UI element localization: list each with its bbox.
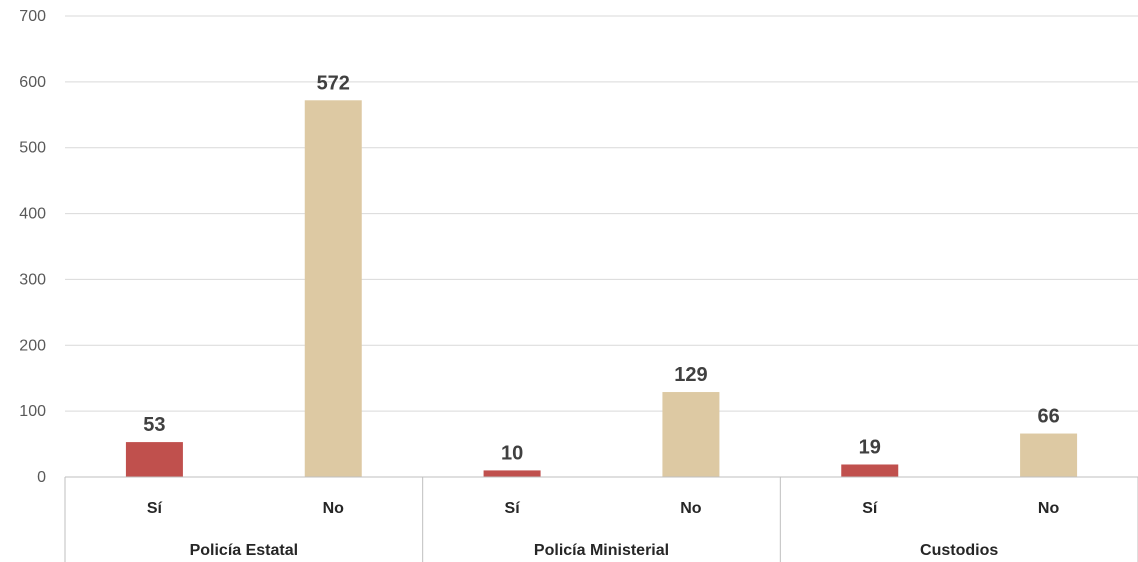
data-label: 129 [674,364,707,386]
x-subcategory-label: No [1038,500,1060,517]
y-tick-label: 300 [19,271,46,288]
bars [125,100,1078,477]
x-axis: Sí No Policía Estatal Sí No Policía Ministeri… [64,476,1138,562]
y-tick-label: 100 [19,403,46,420]
data-label: 572 [317,72,350,94]
x-group-label: Policía Estatal [190,542,299,559]
bar [125,442,183,477]
bar [304,100,362,477]
x-group-label: Policía Ministerial [534,542,669,559]
y-tick-label: 400 [19,206,46,223]
x-subcategory-label: Sí [505,500,521,517]
data-label: 66 [1037,406,1059,428]
x-group-label: Custodios [920,542,998,559]
bar [841,464,899,477]
data-label: 53 [143,414,165,436]
y-tick-label: 500 [19,140,46,157]
x-subcategory-label: Sí [147,500,163,517]
y-tick-label: 200 [19,337,46,354]
x-subcategory-label: No [680,500,702,517]
y-axis-ticks: 0 100 200 300 400 500 600 700 [19,8,46,486]
y-tick-label: 700 [19,8,46,25]
bar [483,470,541,477]
data-label: 19 [859,436,881,458]
gridlines [65,15,1138,478]
y-tick-label: 0 [37,469,46,486]
data-labels: 53 572 10 129 19 66 [143,72,1059,464]
y-tick-label: 600 [19,74,46,91]
bar [1020,433,1078,477]
x-subcategory-label: Sí [862,500,878,517]
x-subcategory-label: No [323,500,345,517]
bar [662,392,720,477]
data-label: 10 [501,442,523,464]
